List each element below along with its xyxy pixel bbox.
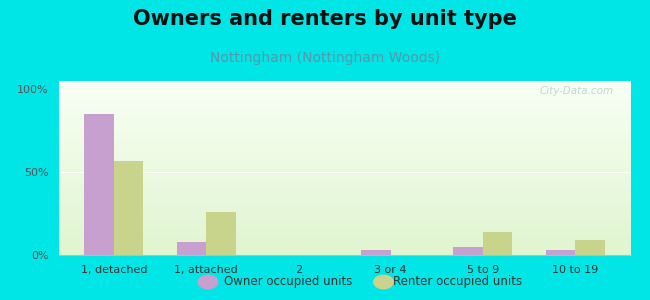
Bar (84, 114, 114, 255)
Bar (453, 247, 483, 255)
Text: Owners and renters by unit type: Owners and renters by unit type (133, 9, 517, 29)
Bar (206, 212, 236, 255)
Bar (575, 240, 604, 255)
Text: City-Data.com: City-Data.com (540, 86, 614, 96)
Text: Nottingham (Nottingham Woods): Nottingham (Nottingham Woods) (210, 51, 440, 65)
Bar (483, 232, 512, 255)
Bar (361, 250, 391, 255)
Text: Renter occupied units: Renter occupied units (393, 275, 523, 289)
Bar (545, 250, 575, 255)
Bar (114, 160, 144, 255)
Bar (177, 242, 206, 255)
Text: Owner occupied units: Owner occupied units (224, 275, 352, 289)
